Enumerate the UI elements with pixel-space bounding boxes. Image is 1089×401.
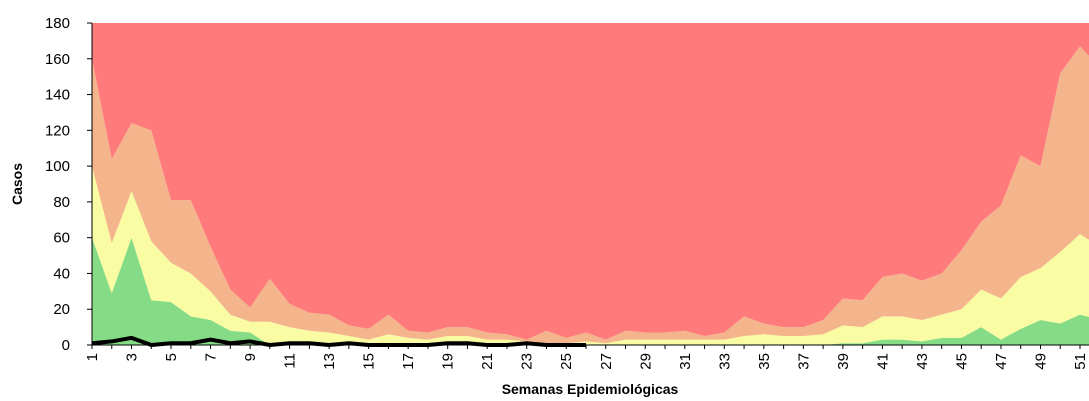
x-tick-label: 39 (835, 353, 852, 370)
x-tick-label: 29 (637, 353, 654, 370)
x-tick-label: 1 (84, 353, 101, 361)
area (92, 166, 1089, 345)
y-tick-label: 120 (45, 122, 70, 139)
x-tick-label: 19 (440, 353, 457, 370)
x-tick-label: 41 (874, 353, 891, 370)
x-tick-label: 45 (953, 353, 970, 370)
x-tick-label: 31 (677, 353, 694, 370)
x-tick-label: 11 (282, 353, 299, 369)
x-tick-label: 37 (795, 353, 812, 370)
y-tick-label: 0 (62, 337, 70, 354)
y-tick-label: 40 (53, 265, 70, 282)
x-tick-label: 7 (203, 353, 220, 361)
y-tick-label: 20 (53, 301, 70, 318)
x-tick-label: 15 (361, 353, 378, 370)
x-axis-title: Semanas Epidemiológicas (502, 381, 679, 397)
x-tick-label: 27 (598, 353, 615, 370)
y-tick-label: 140 (45, 87, 70, 104)
area (92, 237, 1089, 345)
x-tick-label: 51 (1072, 353, 1089, 370)
x-tick-label: 47 (993, 353, 1010, 370)
x-tick-label: 25 (558, 353, 575, 370)
x-tick-label: 3 (124, 353, 141, 361)
x-tick-label: 9 (242, 353, 259, 361)
y-tick-label: 80 (53, 194, 70, 211)
x-tick-label: 35 (756, 353, 773, 370)
y-tick-label: 60 (53, 230, 70, 247)
x-tick-label: 21 (479, 353, 496, 370)
y-tick-label: 100 (45, 158, 70, 175)
x-tick-label: 49 (1032, 353, 1049, 370)
x-tick-label: 17 (400, 353, 417, 370)
x-tick-label: 23 (519, 353, 536, 370)
x-tick-label: 5 (163, 353, 180, 361)
y-axis-title: Casos (9, 163, 25, 205)
area (92, 23, 1089, 340)
y-tick-label: 160 (45, 51, 70, 68)
x-tick-label: 13 (321, 353, 338, 370)
y-tick-label: 180 (45, 15, 70, 32)
x-tick-label: 43 (914, 353, 931, 370)
x-tick-label: 33 (716, 353, 733, 370)
